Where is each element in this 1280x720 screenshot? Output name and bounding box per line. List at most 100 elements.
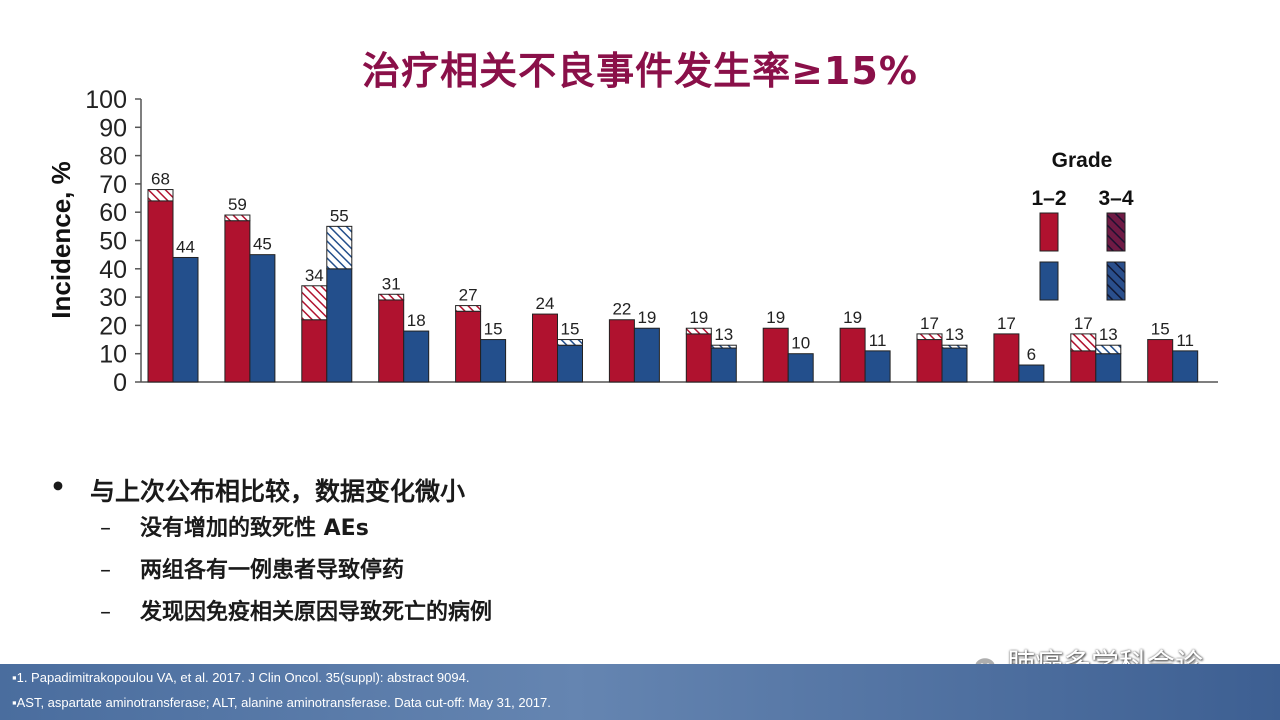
bar-value-label: 19 <box>843 308 862 327</box>
bar-grade-1-2 <box>1018 364 1045 383</box>
bar-value-label: 55 <box>330 206 349 225</box>
legend-label: 1–2 <box>1031 187 1066 210</box>
bar-value-label: 17 <box>997 314 1016 333</box>
bullet-list: • 与上次公布相比较，数据变化微小 – 没有增加的致死性 AEs – 两组各有一… <box>50 472 492 634</box>
bar-value-label: 22 <box>612 300 631 319</box>
bar-grade-3-4 <box>326 225 353 270</box>
bar-grade-3-4 <box>301 285 328 321</box>
bar-grade-1-2 <box>1172 350 1199 383</box>
bar-grade-1-2 <box>1147 339 1174 383</box>
bar-grade-3-4 <box>557 339 583 346</box>
sub-bullet-marker: – <box>100 516 111 541</box>
bar-grade-1-2 <box>993 333 1020 383</box>
bar-grade-1-2 <box>147 200 174 383</box>
bar-value-label: 17 <box>920 314 939 333</box>
bar-value-label: 13 <box>1099 325 1118 344</box>
bar-grade-1-2 <box>532 313 558 383</box>
bar-value-label: 19 <box>689 308 708 327</box>
bullet-text: 与上次公布相比较，数据变化微小 <box>90 477 466 506</box>
sub-bullet-item: – 没有增加的致死性 AEs <box>50 508 492 550</box>
bar-value-label: 68 <box>151 170 170 189</box>
legend-label: 3–4 <box>1098 187 1133 210</box>
sub-bullet-item: – 两组各有一例患者导致停药 <box>50 550 492 592</box>
legend-swatch-blue-grade-1-2 <box>1039 261 1059 301</box>
y-tick-label: 40 <box>99 256 127 284</box>
bar-grade-3-4 <box>147 189 174 202</box>
bar-grade-3-4 <box>685 327 712 335</box>
bar-value-label: 45 <box>253 235 272 254</box>
bar-grade-1-2 <box>301 319 328 383</box>
bar-value-label: 15 <box>561 320 580 339</box>
y-tick-label: 20 <box>99 312 127 340</box>
bar-value-label: 18 <box>407 311 426 330</box>
bar-value-label: 13 <box>714 325 733 344</box>
sub-bullet-marker: – <box>100 600 111 625</box>
footnote-abbreviations: ▪AST, aspartate aminotransferase; ALT, a… <box>12 695 551 710</box>
bullet-item: • 与上次公布相比较，数据变化微小 <box>50 472 492 508</box>
y-tick-label: 60 <box>99 199 127 227</box>
legend-swatch-red-grade-3-4 <box>1106 212 1126 252</box>
bar-grade-1-2 <box>455 310 482 383</box>
bullet-marker: • <box>50 472 66 501</box>
bar-grade-1-2 <box>787 353 814 383</box>
bar-value-label: 34 <box>305 266 324 285</box>
y-tick-label: 100 <box>85 86 127 114</box>
bar-grade-1-2 <box>557 344 583 383</box>
sub-bullet-item: – 发现因免疫相关原因导致死亡的病例 <box>50 592 492 634</box>
bar-value-label: 15 <box>1151 320 1170 339</box>
bar-grade-1-2 <box>1095 353 1122 383</box>
footnote-reference: ▪1. Papadimitrakopoulou VA, et al. 2017.… <box>12 670 470 685</box>
bar-value-label: 15 <box>484 320 503 339</box>
legend-swatch-red-grade-1-2 <box>1039 212 1059 252</box>
bar-grade-1-2 <box>685 333 712 383</box>
sub-bullet-text: 发现因免疫相关原因导致死亡的病例 <box>140 600 493 625</box>
legend-title: Grade <box>1052 149 1113 172</box>
y-tick-label: 0 <box>113 369 127 397</box>
bar-grade-3-4 <box>941 344 968 349</box>
bar-grade-3-4 <box>378 293 405 301</box>
y-tick-label: 10 <box>99 341 127 369</box>
bar-grade-3-4 <box>1095 344 1122 355</box>
bar-grade-1-2 <box>864 350 891 383</box>
bar-value-label: 24 <box>536 294 555 313</box>
bar-grade-3-4 <box>710 344 737 349</box>
sub-bullet-text: 两组各有一例患者导致停药 <box>140 558 405 583</box>
bar-grade-3-4 <box>224 214 251 222</box>
bar-grade-1-2 <box>172 256 199 383</box>
footer-bar: ▪1. Papadimitrakopoulou VA, et al. 2017.… <box>0 664 1280 720</box>
bar-value-label: 11 <box>869 331 887 350</box>
bar-grade-3-4 <box>916 333 943 341</box>
bar-grade-1-2 <box>839 327 866 383</box>
bar-grade-1-2 <box>224 220 251 383</box>
bar-value-label: 6 <box>1027 345 1036 364</box>
y-tick-label: 70 <box>99 171 127 199</box>
bar-grade-1-2 <box>249 254 276 383</box>
y-tick-label: 50 <box>99 228 127 256</box>
y-tick-label: 30 <box>99 284 127 312</box>
bar-grade-1-2 <box>916 339 943 383</box>
sub-bullet-text: 没有增加的致死性 AEs <box>140 516 369 541</box>
y-axis-label: Incidence, % <box>46 161 76 319</box>
bar-value-label: 17 <box>1074 314 1093 333</box>
bar-grade-1-2 <box>1070 350 1097 383</box>
bar-grade-1-2 <box>480 339 507 383</box>
bar-value-label: 59 <box>228 195 247 214</box>
bar-grade-1-2 <box>941 347 968 383</box>
sub-bullet-marker: – <box>100 558 111 583</box>
bar-grade-1-2 <box>762 327 789 383</box>
y-tick-label: 90 <box>99 114 127 142</box>
bar-grade-1-2 <box>608 319 635 383</box>
bar-grade-1-2 <box>326 268 353 383</box>
bar-value-label: 31 <box>382 274 401 293</box>
bar-grade-1-2 <box>710 347 737 383</box>
bar-value-label: 44 <box>176 237 195 256</box>
bar-grade-3-4 <box>455 305 482 312</box>
bar-grade-3-4 <box>1070 333 1097 352</box>
bar-value-label: 27 <box>459 286 478 305</box>
bar-value-label: 10 <box>791 334 810 353</box>
bar-grade-1-2 <box>378 299 405 383</box>
legend-swatch-blue-grade-3-4 <box>1106 261 1126 301</box>
bar-value-label: 19 <box>637 308 656 327</box>
bar-value-label: 11 <box>1176 331 1194 350</box>
